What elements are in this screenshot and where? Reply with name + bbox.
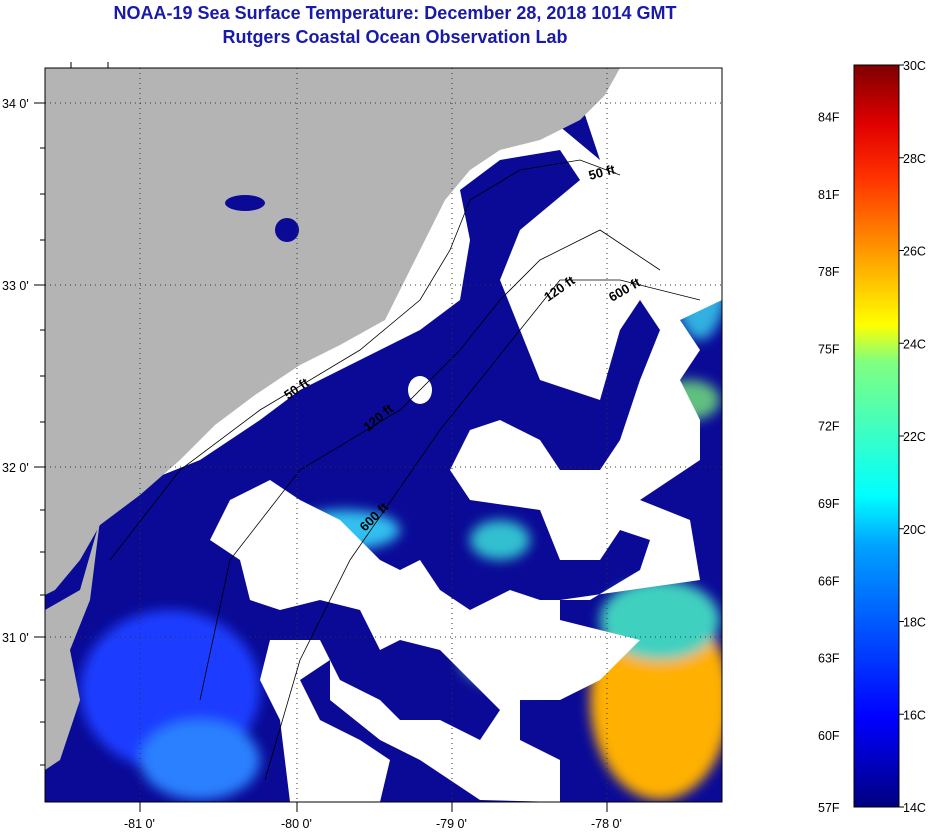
colorbar-label-f: 66F [818,574,840,588]
map-title: NOAA-19 Sea Surface Temperature: Decembe… [113,3,677,23]
lat-label: 32 0' [2,461,29,475]
lon-label: -78 0' [591,817,622,831]
depth-contours [109,159,701,781]
contour-label: 50 ft [587,161,617,183]
land-mass [45,68,620,595]
colorbar-label-c: 18C [903,616,926,630]
lon-label: -80 0' [281,817,312,831]
lon-label: -81 0' [124,817,155,831]
colorbar-label-c: 16C [903,708,926,722]
colorbar-label-f: 72F [818,420,840,434]
colorbar-labels: 30C 28C 26C 24C 22C 20C 18C 16C 14C 84F 81F 78F 75F 7… [818,59,926,815]
axis-ticks [34,62,608,812]
colorbar-label-f: 69F [818,497,840,511]
colorbar-label-c: 14C [903,801,926,815]
colorbar [853,64,900,808]
colorbar-label-f: 75F [818,342,840,356]
lat-label: 33 0' [2,279,29,293]
colorbar-label-c: 24C [903,337,926,351]
colorbar-label-f: 63F [818,652,840,666]
colorbar-label-f: 60F [818,729,840,743]
colorbar-label-f: 57F [818,801,840,815]
lon-label: -79 0' [436,817,467,831]
colorbar-label-f: 78F [818,265,840,279]
colorbar-label-f: 81F [818,188,840,202]
lat-label: 31 0' [2,631,29,645]
inland-water [225,195,299,242]
lat-label: 34 0' [2,97,29,111]
colorbar-label-c: 20C [903,523,926,537]
colorbar-label-c: 26C [903,245,926,259]
colorbar-label-c: 30C [903,59,926,73]
land-mass-south [45,520,100,770]
colorbar-label-c: 22C [903,430,926,444]
plot-frame [44,67,723,803]
colorbar-label-f: 84F [818,111,840,125]
colorbar-label-c: 28C [903,152,926,166]
map-subtitle: Rutgers Coastal Ocean Observation Lab [222,27,568,47]
